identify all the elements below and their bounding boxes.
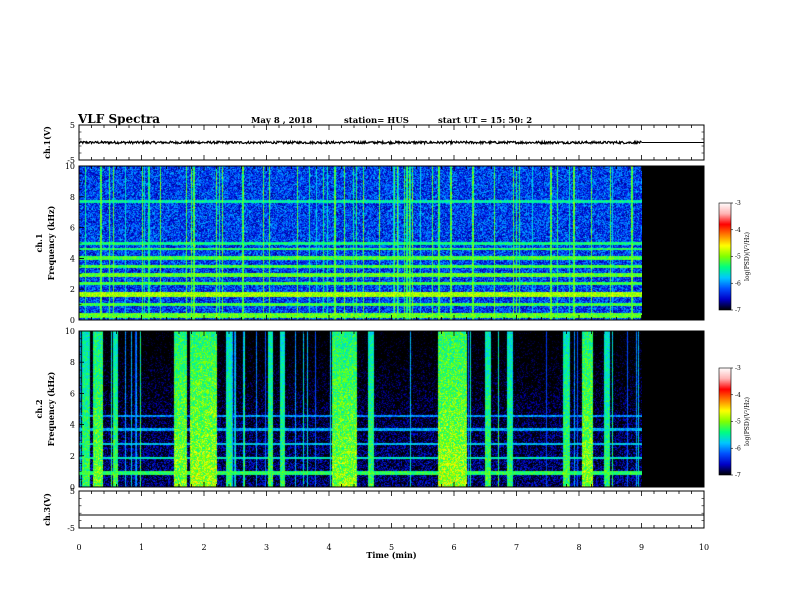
ch1-colorbar-tick-label: -5 [735,254,741,261]
ch2-spectrogram-y-tick-label: 2 [70,452,75,461]
ch2-colorbar: -3 -4 -5 -6 -7 log(PSD)(V²/Hz) [718,365,751,479]
x-tick-label: 2 [201,543,206,552]
ch1-waveform-waveform-line [78,139,642,147]
station-label: station= HUS [344,116,409,126]
ch1-spectrogram-spectrogram-image [79,166,642,320]
ch1-spectrogram-y-axis-label-line1: ch.1 [34,233,44,252]
ch1-spectrogram-y-tick-label: 2 [70,285,75,294]
x-tick-label: 5 [389,543,394,552]
ch2-spectrogram-panel: 0 2 4 6 8 10 ch.2 Frequency (kHz) [34,327,705,492]
ch1-colorbar-tick-label: -3 [735,200,741,207]
ch2-colorbar-label: log(PSD)(V²/Hz) [744,397,751,446]
ch1-colorbar-tick-label: -4 [735,227,741,234]
ch1-waveform-y-axis-label: ch.1(V) [42,126,52,159]
ch2-spectrogram-y-tick-label: 6 [70,389,75,398]
ch1-spectrogram-y-axis-label: ch.1 Frequency (kHz) [34,205,56,280]
ch1-colorbar-gradient [719,203,731,310]
ch2-colorbar-gradient [719,368,731,475]
ch1-spectrogram-y-tick-label: 10 [65,162,75,171]
ch3-waveform-y-axis-label: ch.3(V) [42,493,52,526]
ch2-colorbar-tick-label: -4 [735,392,741,399]
ch2-spectrogram-y-tick-label: 8 [70,358,75,367]
ch2-spectrogram-y-axis-label-line1: ch.2 [34,399,44,418]
ch3-waveform-panel: 5 -5 ch.3(V) [42,487,705,533]
x-tick-label: 10 [699,543,709,552]
ch2-spectrogram-y-tick-label: 4 [70,421,75,430]
ch1-spectrogram-y-axis-label-line2: Frequency (kHz) [46,205,56,280]
ch2-colorbar-tick-label: -6 [735,445,741,452]
x-tick-label: 1 [139,543,144,552]
start-time-label: start UT = 15: 50: 2 [438,116,532,126]
x-tick-label: 4 [326,543,331,552]
ch1-spectrogram-no-data-region [642,166,704,320]
time-axis: 0 1 2 3 4 5 6 7 8 9 10 Time (min) [76,543,709,560]
x-tick-label: 6 [451,543,456,552]
date-label: May 8 , 2018 [251,116,312,126]
ch1-spectrogram-y-tick-label: 8 [70,193,75,202]
ch1-spectrogram-y-tick-label: 0 [70,316,75,325]
ch3-waveform-y-tick-label: 5 [70,487,75,496]
ch1-waveform-panel: 5 -5 ch.1(V) [42,121,705,165]
ch1-waveform-y-tick-label: 5 [70,121,75,130]
x-tick-label: 8 [576,543,581,552]
ch1-colorbar: -3 -4 -5 -6 -7 log(PSD)(V²/Hz) [718,200,751,314]
ch2-spectrogram-y-tick-label: 10 [65,327,75,336]
ch2-colorbar-tick-label: -7 [735,472,741,479]
ch1-waveform-y-tick-label: -5 [67,156,75,165]
x-tick-label: 3 [264,543,269,552]
ch2-spectrogram-y-axis-label: ch.2 Frequency (kHz) [34,371,56,446]
ch1-spectrogram-y-tick-label: 4 [70,254,75,263]
ch2-spectrogram-no-data-region [642,331,704,487]
ch1-colorbar-label: log(PSD)(V²/Hz) [744,232,751,281]
ch2-colorbar-tick-label: -5 [735,419,741,426]
ch1-spectrogram-panel: 0 2 4 6 8 10 ch.1 Frequency (kHz) [34,162,705,325]
x-tick-label: 0 [76,543,81,552]
ch2-spectrogram-y-tick-label: 0 [70,483,75,492]
x-tick-label: 9 [639,543,644,552]
ch1-spectrogram-y-tick-label: 6 [70,224,75,233]
ch1-colorbar-tick-label: -6 [735,280,741,287]
ch2-colorbar-tick-label: -3 [735,365,741,372]
ch3-waveform-y-tick-label: -5 [67,524,75,533]
ch2-spectrogram-y-axis-label-line2: Frequency (kHz) [46,371,56,446]
ch1-colorbar-tick-label: -7 [735,307,741,314]
ch.3-frame [78,490,705,529]
figure-title: VLF Spectra [77,112,160,126]
x-axis-label: Time (min) [366,550,416,560]
ch2-spectrogram-spectrogram-image [79,331,642,487]
x-tick-label: 7 [514,543,519,552]
